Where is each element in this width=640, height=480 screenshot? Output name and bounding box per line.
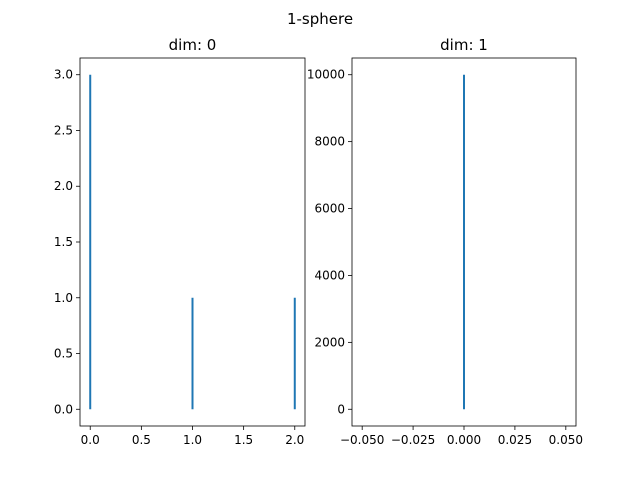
subplot-0-ytick-label-6: 3.0 [54, 68, 73, 82]
subplot-1-ytick-label-5: 10000 [307, 68, 345, 82]
subplot-1-title: dim: 1 [440, 36, 488, 54]
subplot-0-ytick-label-4: 2.0 [54, 179, 73, 193]
subplot-1-xtick-label-4: 0.050 [549, 433, 583, 447]
subplot-0-xtick-label-4: 2.0 [285, 433, 304, 447]
subplot-0-ytick-label-3: 1.5 [54, 235, 73, 249]
subplot-1-xtick-label-0: −0.050 [340, 433, 384, 447]
subplot-1-xtick-label-1: −0.025 [391, 433, 435, 447]
figure-suptitle: 1-sphere [287, 10, 353, 28]
subplot-1-ytick-label-4: 8000 [314, 135, 345, 149]
subplot-0-ytick-label-2: 1.0 [54, 291, 73, 305]
subplot-0: dim: 0 0.0 0.5 1.0 1.5 2.0 0.0 0.5 1.0 1.5 2.0 2.5 3… [54, 36, 306, 447]
subplot-0-xtick-label-0: 0.0 [81, 433, 100, 447]
subplot-1-ytick-label-0: 0 [337, 402, 345, 416]
subplot-1: dim: 1 −0.050 −0.025 0.000 0.025 0.050 0 2000 40… [307, 36, 583, 447]
subplot-0-title: dim: 0 [169, 36, 217, 54]
subplot-1-ytick-label-3: 6000 [314, 202, 345, 216]
subplot-1-ytick-label-2: 4000 [314, 268, 345, 282]
subplot-1-ytick-label-1: 2000 [314, 335, 345, 349]
subplot-1-xtick-label-2: 0.000 [447, 433, 481, 447]
subplot-0-xtick-label-2: 1.0 [183, 433, 202, 447]
subplot-0-ytick-label-1: 0.5 [54, 347, 73, 361]
subplot-0-xtick-label-1: 0.5 [132, 433, 151, 447]
subplot-0-ytick-label-0: 0.0 [54, 402, 73, 416]
subplot-0-ytick-label-5: 2.5 [54, 123, 73, 137]
subplot-0-xtick-label-3: 1.5 [234, 433, 253, 447]
subplots: dim: 0 0.0 0.5 1.0 1.5 2.0 0.0 0.5 1.0 1.5 2.0 2.5 3… [54, 36, 583, 447]
subplot-1-xtick-label-3: 0.025 [498, 433, 532, 447]
